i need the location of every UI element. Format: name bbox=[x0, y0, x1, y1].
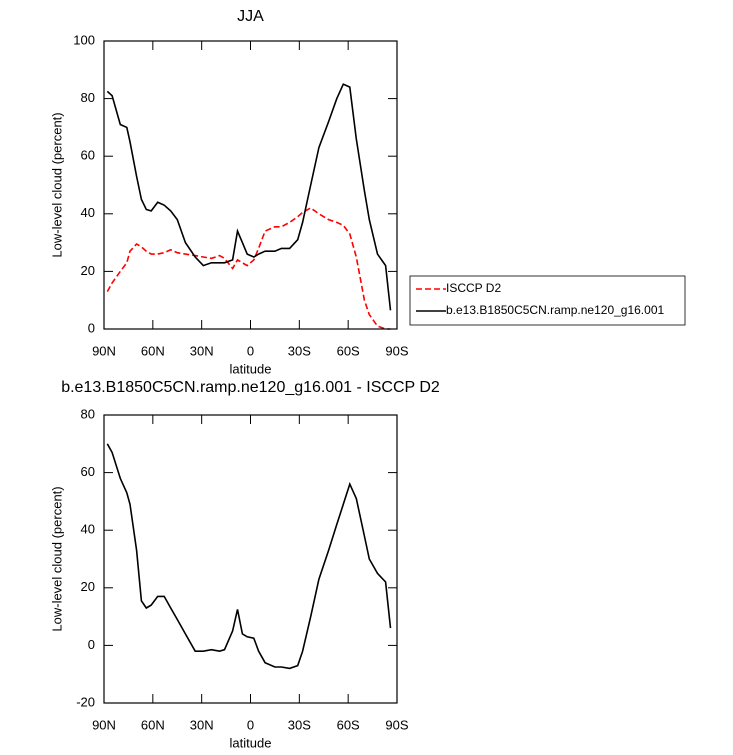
plot-frame bbox=[103, 40, 398, 330]
legend-label: ISCCP D2 bbox=[446, 281, 501, 295]
x-tick-label: 60N bbox=[141, 343, 165, 358]
y-tick-label: -20 bbox=[76, 694, 95, 709]
y-axis-label: Low-level cloud (percent) bbox=[49, 112, 64, 257]
x-tick-label: 60N bbox=[141, 717, 165, 732]
y-tick-label: 100 bbox=[73, 32, 95, 47]
data-line bbox=[106, 443, 392, 670]
y-tick-label: 60 bbox=[81, 464, 95, 479]
chart-title: JJA bbox=[237, 8, 264, 25]
x-tick-label: 0 bbox=[247, 343, 254, 358]
y-tick-label: 80 bbox=[81, 90, 95, 105]
y-tick-label: 40 bbox=[81, 522, 95, 537]
x-tick-label: 0 bbox=[247, 717, 254, 732]
data-line bbox=[106, 83, 392, 311]
y-tick-label: 20 bbox=[81, 263, 95, 278]
x-tick-label: 60S bbox=[337, 717, 360, 732]
legend-label: b.e13.B1850C5CN.ramp.ne120_g16.001 bbox=[446, 303, 664, 317]
x-tick-label: 60S bbox=[337, 343, 360, 358]
y-tick-label: 20 bbox=[81, 579, 95, 594]
y-tick-label: 80 bbox=[81, 406, 95, 421]
x-tick-label: 90S bbox=[385, 343, 408, 358]
x-tick-label: 90N bbox=[92, 717, 116, 732]
legend-box bbox=[409, 275, 686, 326]
x-tick-label: 30N bbox=[190, 717, 214, 732]
chart-title: b.e13.B1850C5CN.ramp.ne120_g16.001 - ISC… bbox=[61, 379, 440, 396]
x-tick-label: 30N bbox=[190, 343, 214, 358]
y-tick-label: 0 bbox=[88, 637, 95, 652]
y-axis-label: Low-level cloud (percent) bbox=[49, 486, 64, 631]
data-line bbox=[106, 207, 391, 330]
x-axis-label: latitude bbox=[230, 361, 272, 376]
x-tick-label: 30S bbox=[288, 343, 311, 358]
plot-frame bbox=[103, 414, 398, 704]
x-tick-label: 30S bbox=[288, 717, 311, 732]
x-tick-label: 90N bbox=[92, 343, 116, 358]
x-tick-label: 90S bbox=[385, 717, 408, 732]
x-axis-label: latitude bbox=[230, 735, 272, 750]
y-tick-label: 60 bbox=[81, 148, 95, 163]
y-tick-label: 40 bbox=[81, 205, 95, 220]
y-tick-label: 0 bbox=[88, 320, 95, 335]
